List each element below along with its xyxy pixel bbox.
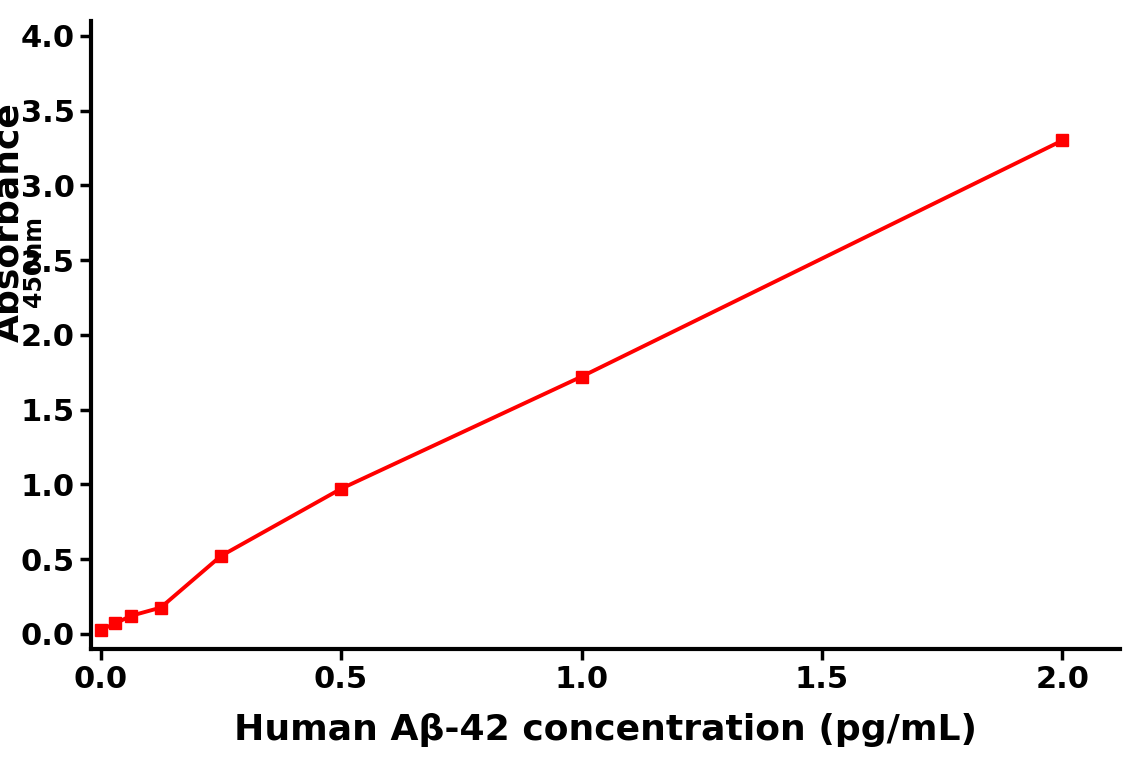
X-axis label: Human Aβ-42 concentration (pg/mL): Human Aβ-42 concentration (pg/mL) [234,713,977,747]
Text: Absorbance: Absorbance [0,102,26,342]
Text: 450nm: 450nm [22,216,46,306]
